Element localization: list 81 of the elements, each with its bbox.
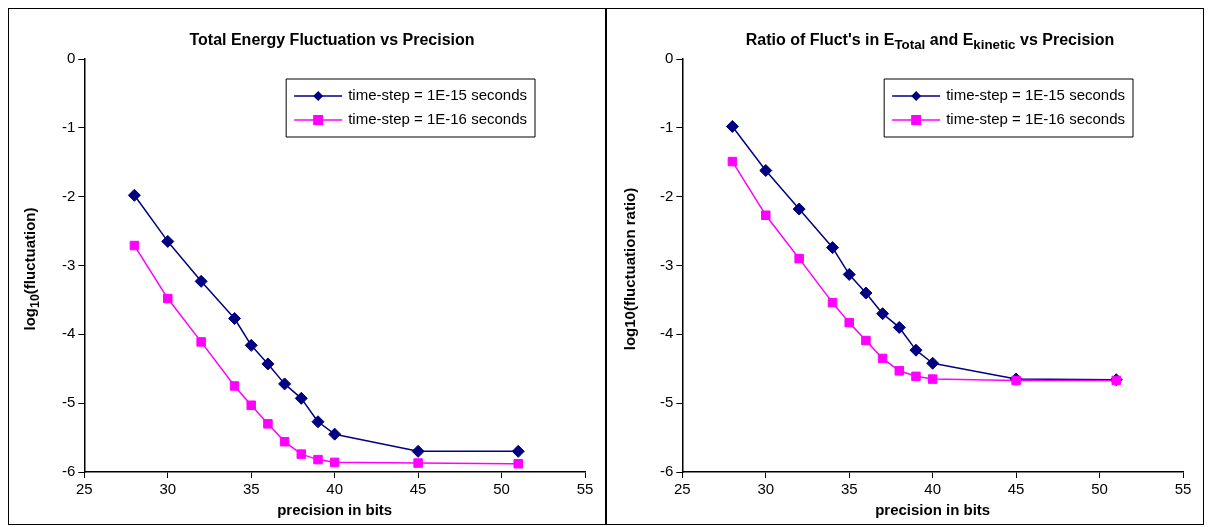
x-tick-label: 40 <box>326 480 344 498</box>
y-tick-label: -3 <box>61 255 76 273</box>
point <box>909 343 923 357</box>
point <box>263 419 273 429</box>
y-tick-label: 0 <box>66 49 76 67</box>
x-tick-label: 25 <box>75 480 93 498</box>
y-tick-label: -4 <box>61 324 76 342</box>
point <box>926 356 940 370</box>
point <box>861 335 871 346</box>
y-tick-label: -5 <box>659 393 674 411</box>
chart-title: Total Energy Fluctuation vs Precision <box>188 31 476 49</box>
point <box>727 156 738 167</box>
x-tick-label: 55 <box>1174 480 1192 498</box>
point <box>163 293 173 304</box>
point <box>311 415 325 429</box>
point <box>294 391 308 405</box>
point <box>513 459 523 469</box>
x-tick-label: 35 <box>242 480 260 498</box>
point <box>892 320 906 334</box>
point <box>894 366 905 376</box>
point <box>296 449 307 459</box>
x-tick-label: 45 <box>1007 480 1025 498</box>
point <box>228 312 242 325</box>
x-axis-title: precision in bits <box>875 501 991 519</box>
point <box>278 377 292 391</box>
point <box>911 371 921 382</box>
x-tick-label: 25 <box>673 480 691 498</box>
point <box>261 357 275 371</box>
legend-label: time-step = 1E-15 seconds <box>946 86 1125 104</box>
point <box>761 210 771 220</box>
point <box>876 307 890 321</box>
point <box>329 457 340 468</box>
point <box>246 400 256 410</box>
x-tick-label: 35 <box>840 480 858 498</box>
point <box>279 436 290 447</box>
y-tick-label: 0 <box>664 49 674 67</box>
point <box>313 454 323 465</box>
point <box>759 164 773 178</box>
x-tick-label: 55 <box>576 480 594 498</box>
point <box>328 427 342 441</box>
y-tick-label: -2 <box>659 186 674 204</box>
y-tick-label: -6 <box>61 462 76 480</box>
point <box>127 188 141 202</box>
point <box>827 297 838 308</box>
point <box>411 444 425 458</box>
y-tick-label: -2 <box>61 186 76 204</box>
point <box>196 337 206 347</box>
y-tick-label: -3 <box>659 255 674 273</box>
legend-label: time-step = 1E-15 seconds <box>348 86 527 104</box>
y-tick-label: -1 <box>659 117 674 135</box>
point <box>413 458 423 468</box>
point <box>161 234 175 248</box>
y-tick-label: -5 <box>61 393 76 411</box>
point <box>859 286 873 300</box>
point <box>725 119 739 133</box>
y-tick-label: -1 <box>61 117 76 135</box>
x-tick-label: 30 <box>757 480 775 498</box>
x-tick-label: 30 <box>159 480 177 498</box>
x-tick-label: 45 <box>409 480 427 498</box>
point <box>927 374 938 384</box>
x-axis-title: precision in bits <box>277 501 393 519</box>
point <box>877 353 888 364</box>
x-tick-label: 50 <box>1091 480 1108 498</box>
point <box>794 253 804 264</box>
point <box>194 274 208 288</box>
point <box>129 240 140 251</box>
point <box>844 317 854 328</box>
point <box>244 338 258 352</box>
legend-label: time-step = 1E-16 seconds <box>348 110 527 128</box>
point <box>792 202 806 216</box>
y-axis-title: log10(fluctuation ratio) <box>620 187 638 351</box>
point <box>842 267 856 281</box>
point <box>229 381 240 391</box>
x-tick-label: 50 <box>493 480 510 498</box>
y-tick-label: -6 <box>659 462 674 480</box>
chart-title: Ratio of Fluct's in E$_{Total}$ and E$_{kinetic}$ vs Precision <box>745 31 1115 53</box>
legend-label: time-step = 1E-16 seconds <box>946 110 1125 128</box>
x-tick-label: 40 <box>924 480 942 498</box>
y-tick-label: -4 <box>659 324 674 342</box>
point <box>511 444 525 458</box>
point <box>826 241 840 255</box>
